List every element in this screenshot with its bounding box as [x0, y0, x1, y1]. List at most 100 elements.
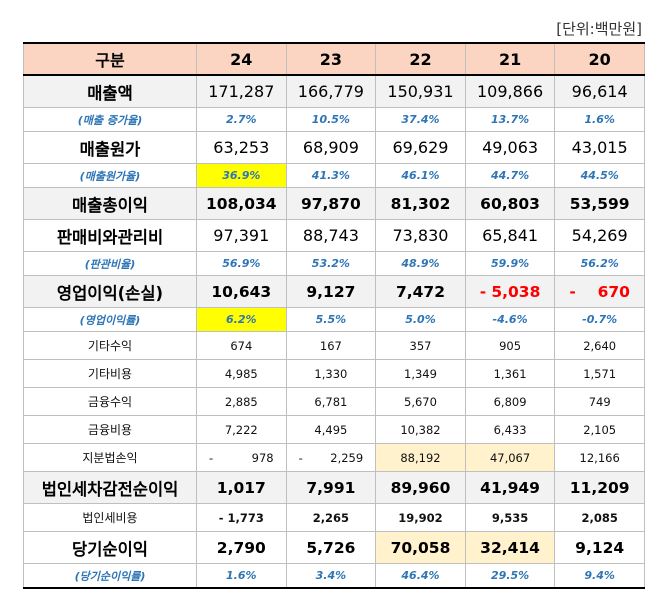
cell-value: -0.7%: [554, 307, 645, 332]
cell-value: 1,571: [554, 359, 645, 388]
cell-value: 9,535: [464, 503, 556, 532]
row-cogs-ratio: (매출원가율) 36.9% 41.3% 46.1% 44.7% 44.5%: [23, 163, 645, 188]
row-sga-ratio: (판관비율) 56.9% 53.2% 48.9% 59.9% 56.2%: [23, 251, 645, 276]
cell-value-negative: - 978: [196, 443, 287, 472]
row-label: 매출액: [23, 74, 197, 108]
cell-value: 5.0%: [375, 307, 466, 332]
cell-value: 167: [285, 331, 377, 360]
row-net-income: 당기순이익 2,790 5,726 70,058 32,414 9,124: [23, 531, 645, 564]
cell-value: 171,287: [196, 74, 287, 108]
cell-value: 43,015: [554, 131, 645, 164]
row-operating-margin: (영업이익률) 6.2% 5.5% 5.0% -4.6% -0.7%: [23, 307, 645, 332]
cell-value: 44.7%: [464, 163, 556, 188]
cell-value: 6,433: [464, 415, 556, 444]
row-gross-profit: 매출총이익 108,034 97,870 81,302 60,803 53,59…: [23, 187, 645, 220]
cell-value: 10,382: [375, 415, 466, 444]
cell-value: 6,809: [464, 387, 556, 416]
row-equity-method: 지분법손익 - 978 - 2,259 88,192 47,067 12,166: [23, 443, 645, 472]
cell-value: 53.2%: [285, 251, 377, 276]
cell-value: 5,670: [375, 387, 466, 416]
cell-value: 81,302: [375, 187, 466, 220]
cell-value: 3.4%: [285, 563, 377, 589]
cell-value: 65,841: [464, 219, 556, 252]
cell-value: 12,166: [554, 443, 645, 472]
cell-value: 60,803: [464, 187, 556, 220]
row-label: 매출원가: [23, 131, 197, 164]
cell-value: 1,017: [196, 471, 287, 504]
cell-value-highlighted: 6.2%: [196, 307, 287, 332]
unit-label: [단위:백만원]: [556, 20, 642, 38]
row-sga: 판매비와관리비 97,391 88,743 73,830 65,841 54,2…: [23, 219, 645, 252]
cell-value: 9,127: [285, 275, 377, 308]
cell-value: 2,085: [554, 503, 645, 532]
cell-value: 4,985: [196, 359, 287, 388]
row-label: 금융수익: [23, 387, 197, 416]
cell-value: 54,269: [554, 219, 645, 252]
row-label: 법인세비용: [23, 503, 197, 532]
row-other-income: 기타수익 674 167 357 905 2,640: [23, 331, 645, 360]
cell-value: 46.4%: [375, 563, 466, 589]
cell-value: 44.5%: [554, 163, 645, 188]
year-header: 22: [375, 42, 466, 76]
row-label: 매출총이익: [23, 187, 197, 220]
cell-value: 150,931: [375, 74, 466, 108]
row-label: (매출 증가율): [23, 107, 197, 132]
cell-value: 1,349: [375, 359, 466, 388]
row-label: 법인세차감전순이익: [23, 471, 197, 504]
row-label: (당기순이익률): [23, 563, 197, 589]
cell-value: 68,909: [285, 131, 377, 164]
cell-value: 41.3%: [285, 163, 377, 188]
cell-value: 19,902: [375, 503, 466, 532]
row-label: (매출원가율): [23, 163, 197, 188]
row-operating-income: 영업이익(손실) 10,643 9,127 7,472 -5,038 -670: [23, 275, 645, 308]
cell-value: 7,222: [196, 415, 287, 444]
cell-value: 5,726: [285, 531, 377, 564]
cell-value: 4,495: [285, 415, 377, 444]
cell-value: 63,253: [196, 131, 287, 164]
negative-sign: -: [479, 282, 487, 301]
cell-value: 37.4%: [375, 107, 466, 132]
cell-value: 9,124: [554, 531, 645, 564]
cell-value: 41,949: [464, 471, 556, 504]
row-revenue-growth: (매출 증가율) 2.7% 10.5% 37.4% 13.7% 1.6%: [23, 107, 645, 132]
row-label: 당기순이익: [23, 531, 197, 564]
negative-sign: -: [298, 450, 303, 465]
cell-value: 2,885: [196, 387, 287, 416]
cell-value: 56.2%: [554, 251, 645, 276]
header-row: 구분 24 23 22 21 20: [23, 42, 645, 76]
cell-value: 357: [375, 331, 466, 360]
cell-value: 29.5%: [464, 563, 556, 589]
cell-value: 1.6%: [554, 107, 645, 132]
row-label: 지분법손익: [23, 443, 197, 472]
cell-value: 97,870: [285, 187, 377, 220]
row-label: 기타수익: [23, 331, 197, 360]
income-statement-table: 구분 24 23 22 21 20 매출액 171,287 166,779 15…: [23, 42, 645, 589]
cell-value: 49,063: [464, 131, 556, 164]
row-other-expense: 기타비용 4,985 1,330 1,349 1,361 1,571: [23, 359, 645, 388]
year-header: 21: [464, 42, 556, 76]
cell-value: 88,743: [285, 219, 377, 252]
cell-value: 2,105: [554, 415, 645, 444]
cell-value: 13.7%: [464, 107, 556, 132]
cell-value: 46.1%: [375, 163, 466, 188]
negative-value: 670: [597, 282, 630, 301]
cell-value: 1.6%: [196, 563, 287, 589]
cell-value: 2,790: [196, 531, 287, 564]
row-label: 금융비용: [23, 415, 197, 444]
cell-value: 96,614: [554, 74, 645, 108]
cell-value: 905: [464, 331, 556, 360]
cell-value: 73,830: [375, 219, 466, 252]
cell-value: 2,640: [554, 331, 645, 360]
row-cogs: 매출원가 63,253 68,909 69,629 49,063 43,015: [23, 131, 645, 164]
cell-value-negative: - 2,259: [285, 443, 377, 472]
row-label: (영업이익률): [23, 307, 197, 332]
cell-value: 53,599: [554, 187, 645, 220]
cell-value-highlighted: 47,067: [464, 443, 556, 472]
row-revenue: 매출액 171,287 166,779 150,931 109,866 96,6…: [23, 74, 645, 108]
cell-value: 5.5%: [285, 307, 377, 332]
cell-value-highlighted: 88,192: [375, 443, 466, 472]
header-label: 구분: [23, 42, 197, 76]
cell-value: 674: [196, 331, 287, 360]
negative-sign: -: [209, 450, 214, 465]
cell-value: 97,391: [196, 219, 287, 252]
